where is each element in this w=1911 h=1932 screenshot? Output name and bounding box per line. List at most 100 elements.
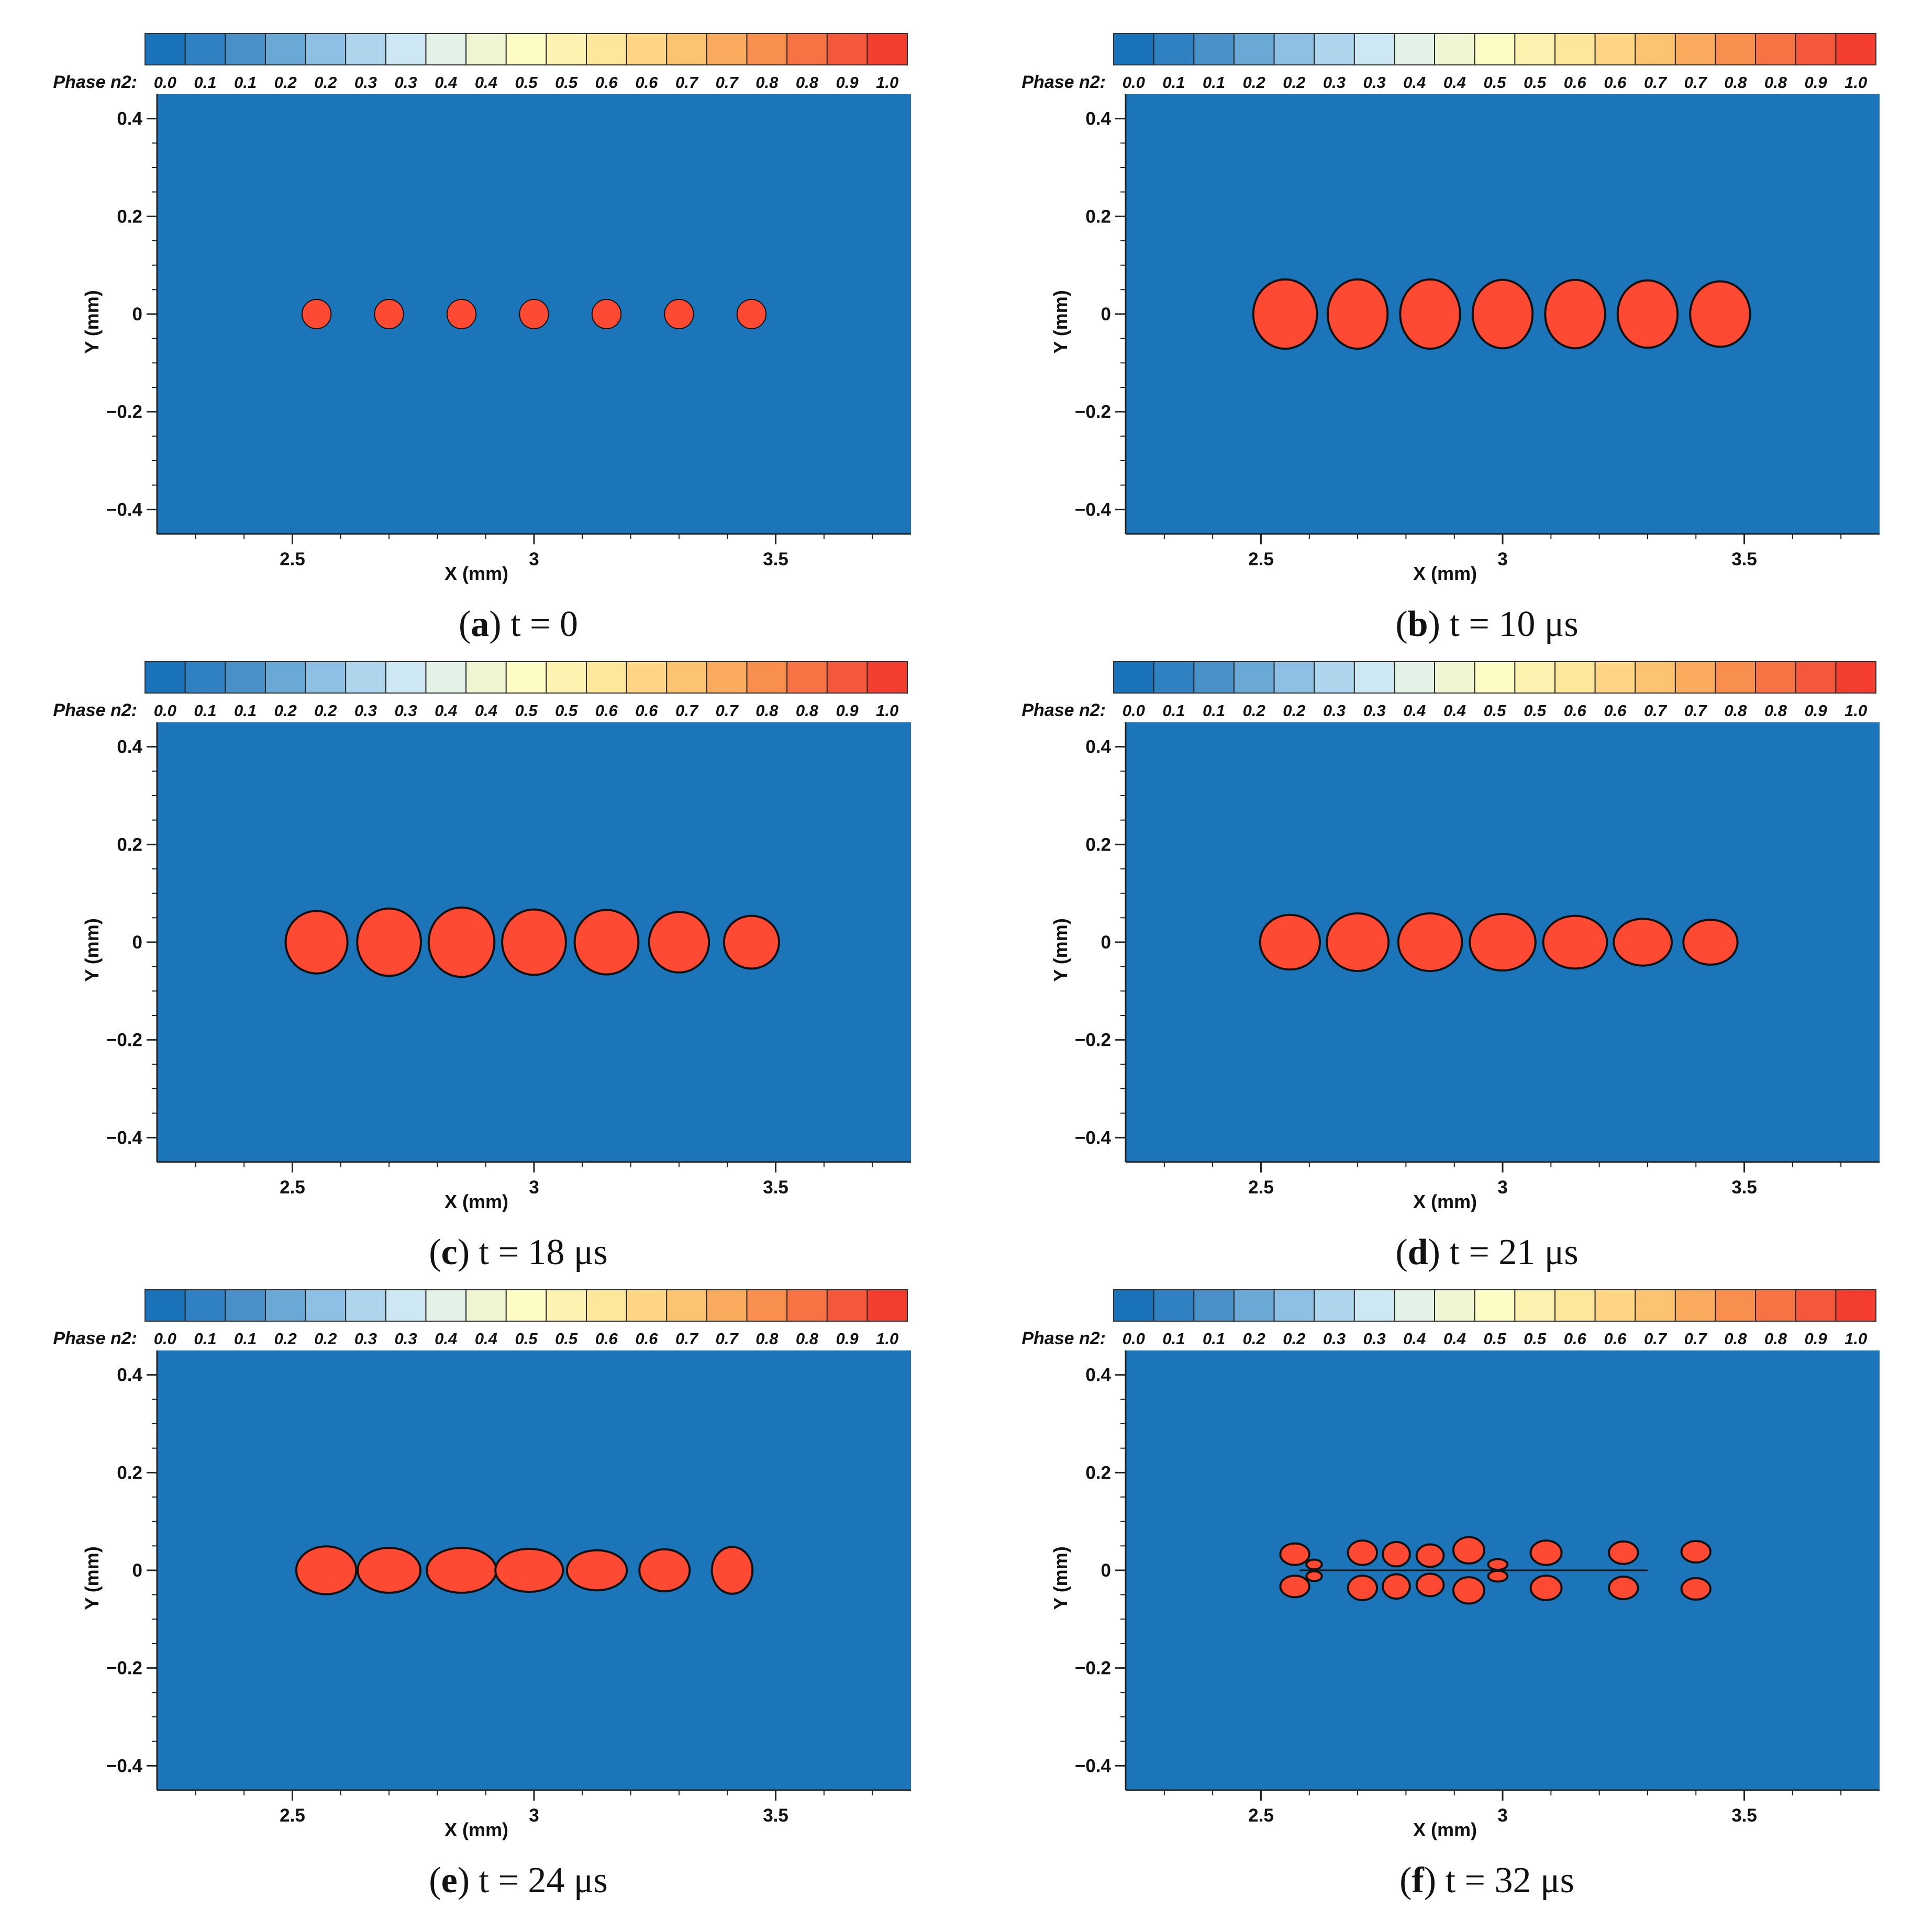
colorbar-swatch bbox=[1836, 33, 1876, 65]
x-axis-label: X (mm) bbox=[445, 563, 508, 584]
y-tick-label: 0.4 bbox=[1085, 1365, 1111, 1386]
y-tick-label: −0.2 bbox=[106, 402, 142, 422]
colorbar-swatch bbox=[265, 33, 306, 65]
colorbar-tick-label: 0.6 bbox=[595, 1330, 618, 1348]
colorbar-tick-label: 0.2 bbox=[274, 1330, 297, 1348]
colorbar-swatch bbox=[1554, 33, 1596, 65]
colorbar-swatch bbox=[626, 1290, 667, 1321]
x-tick-label: 3.5 bbox=[1731, 1805, 1757, 1826]
colorbar-tick-label: 0.7 bbox=[1684, 701, 1708, 720]
colorbar-swatch bbox=[706, 33, 747, 65]
caption-paren: ( bbox=[429, 1232, 441, 1272]
colorbar-tick-label: 0.1 bbox=[1162, 1330, 1185, 1348]
panel-caption: (b) t = 10 μs bbox=[1395, 604, 1578, 644]
colorbar-tick-label: 0.4 bbox=[435, 1330, 457, 1348]
droplet bbox=[446, 299, 477, 329]
colorbar-swatch bbox=[185, 1290, 226, 1321]
caption-paren: ( bbox=[1395, 1232, 1407, 1272]
y-tick-label: 0.2 bbox=[117, 834, 142, 855]
y-axis-label: Y (mm) bbox=[81, 918, 103, 981]
droplet bbox=[1682, 919, 1739, 966]
colorbar-swatch bbox=[506, 1290, 547, 1321]
colorbar-tick-label: 0.1 bbox=[234, 73, 257, 92]
colorbar-tick-label: 0.6 bbox=[1564, 73, 1587, 92]
colorbar-swatch bbox=[346, 33, 386, 65]
colorbar-swatch bbox=[1715, 662, 1756, 693]
colorbar-tick-label: 0.5 bbox=[1524, 73, 1547, 92]
colorbar-swatch bbox=[1194, 662, 1235, 693]
caption-paren: ) bbox=[1428, 604, 1450, 644]
colorbar-tick-label: 0.8 bbox=[1764, 73, 1787, 92]
droplet bbox=[1613, 918, 1673, 967]
caption-letter: d bbox=[1408, 1232, 1428, 1272]
colorbar-tick-label: 0.8 bbox=[1724, 701, 1747, 720]
colorbar-swatch bbox=[145, 33, 186, 65]
colorbar-swatch bbox=[426, 33, 466, 65]
caption-letter: a bbox=[471, 604, 489, 644]
caption-letter: b bbox=[1408, 604, 1428, 644]
x-tick-label: 3.5 bbox=[763, 1805, 788, 1826]
colorbar-swatch bbox=[385, 1290, 426, 1321]
y-tick-label: −0.4 bbox=[1075, 1756, 1112, 1776]
colorbar-swatch bbox=[586, 662, 627, 693]
droplet bbox=[710, 1546, 754, 1595]
colorbar-tick-label: 0.7 bbox=[1684, 73, 1708, 92]
colorbar-swatch bbox=[546, 662, 587, 693]
colorbar-tick-label: 0.7 bbox=[716, 701, 739, 720]
x-tick-label: 3 bbox=[529, 549, 539, 569]
caption-time: t = 21 μs bbox=[1449, 1232, 1578, 1272]
droplet bbox=[1279, 1574, 1310, 1599]
colorbar-swatch bbox=[1836, 662, 1876, 693]
droplet bbox=[1326, 278, 1389, 350]
colorbar-tick-label: 0.8 bbox=[755, 73, 779, 92]
droplet bbox=[1529, 1539, 1563, 1566]
colorbar-tick-label: 0.3 bbox=[395, 1330, 417, 1348]
colorbar-swatch bbox=[1394, 33, 1435, 65]
colorbar-swatch bbox=[546, 1290, 587, 1321]
colorbar-tick-label: 0.5 bbox=[1524, 1330, 1547, 1348]
colorbar-swatch bbox=[1836, 1290, 1876, 1321]
y-tick-label: 0 bbox=[1101, 932, 1111, 953]
colorbar-tick-label: 0.3 bbox=[1323, 1330, 1346, 1348]
y-tick-label: 0.2 bbox=[117, 206, 142, 227]
x-tick-label: 3.5 bbox=[763, 549, 788, 569]
x-axis-label: X (mm) bbox=[445, 1819, 508, 1840]
colorbar-swatch bbox=[1314, 662, 1355, 693]
y-tick-label: 0.4 bbox=[117, 737, 142, 757]
colorbar-tick-label: 1.0 bbox=[1845, 73, 1867, 92]
colorbar-tick-label: 0.7 bbox=[716, 73, 739, 92]
colorbar-tick-label: 0.3 bbox=[1363, 701, 1386, 720]
droplet bbox=[1415, 1572, 1445, 1598]
colorbar-swatch bbox=[1234, 662, 1275, 693]
colorbar: Phase n2: 0.0 0.1 0.1 0.2 0.2 0.3 0.3 0.4 0.4 0.5 0… bbox=[1021, 661, 1876, 720]
colorbar-tick-label: 0.3 bbox=[1363, 1330, 1386, 1348]
colorbar-swatch bbox=[1515, 662, 1556, 693]
y-tick-label: 0.4 bbox=[117, 109, 142, 129]
y-tick-label: −0.2 bbox=[106, 1658, 142, 1679]
colorbar-tick-label: 0.5 bbox=[515, 73, 538, 92]
colorbar-tick-label: 0.8 bbox=[1764, 701, 1787, 720]
x-tick-label: 3 bbox=[529, 1177, 539, 1198]
colorbar-tick-label: 0.0 bbox=[1123, 73, 1145, 92]
colorbar-tick-label: 0.3 bbox=[1363, 73, 1386, 92]
droplet bbox=[1544, 278, 1606, 350]
caption-letter: e bbox=[441, 1860, 458, 1901]
colorbar-tick-label: 0.0 bbox=[154, 1330, 176, 1348]
colorbar-title: Phase n2: bbox=[1021, 72, 1106, 92]
colorbar-swatch bbox=[1194, 1290, 1235, 1321]
colorbar-swatch bbox=[827, 33, 868, 65]
colorbar-tick-label: 0.4 bbox=[475, 701, 497, 720]
colorbar-swatch bbox=[1515, 33, 1556, 65]
x-tick-label: 3.5 bbox=[763, 1177, 788, 1198]
colorbar-tick-label: 0.4 bbox=[475, 73, 497, 92]
y-tick-label: −0.4 bbox=[106, 1756, 143, 1776]
x-axis-label: X (mm) bbox=[1413, 563, 1477, 584]
colorbar-tick-label: 0.4 bbox=[435, 73, 457, 92]
colorbar-swatch bbox=[1756, 1290, 1796, 1321]
colorbar-swatch bbox=[1234, 33, 1275, 65]
colorbar-swatch bbox=[1595, 33, 1636, 65]
colorbar-tick-label: 0.5 bbox=[555, 73, 578, 92]
colorbar-tick-label: 0.5 bbox=[1483, 73, 1506, 92]
colorbar-tick-label: 0.7 bbox=[675, 73, 699, 92]
colorbar-tick-label: 0.7 bbox=[1644, 1330, 1668, 1348]
